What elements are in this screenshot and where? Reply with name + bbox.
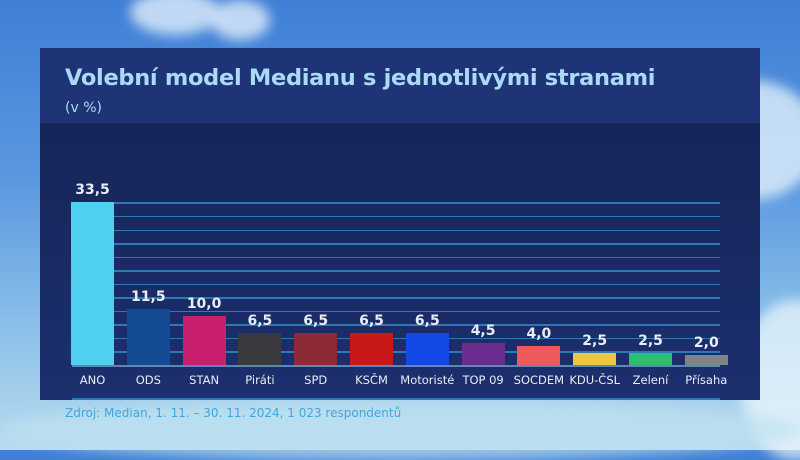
- bar-motorist-: [405, 333, 449, 365]
- source-divider: [72, 398, 720, 400]
- gridline: [72, 256, 720, 259]
- category-label: Přísaha: [685, 373, 728, 387]
- bar-value-label: 6,5: [414, 313, 440, 330]
- category-label: KSČM: [355, 373, 388, 387]
- bar-ano: [71, 202, 114, 365]
- bar-value-label: 6,5: [359, 313, 384, 330]
- bar-ks-m: [350, 333, 393, 365]
- gridline: [72, 283, 720, 286]
- bar-value-label: 4,5: [470, 323, 496, 340]
- category-label: Motoristé: [400, 373, 455, 387]
- gridline: [72, 337, 720, 340]
- category-label: Zelení: [632, 373, 669, 387]
- bar-value-label: 4,0: [526, 325, 552, 342]
- source-note: Zdroj: Median, 1. 11. – 30. 11. 2024, 1 …: [65, 406, 402, 420]
- bar-value-label: 11,5: [131, 289, 166, 306]
- bar-spd: [294, 333, 338, 365]
- gridline: [72, 229, 720, 231]
- gridline: [72, 297, 720, 299]
- bar-value-label: 33,5: [75, 182, 110, 198]
- plot-area: Zdroj: Median, 1. 11. – 30. 11. 2024, 1 …: [40, 123, 760, 420]
- gridline: [72, 270, 720, 272]
- category-label: Piráti: [245, 373, 275, 387]
- bar-value-label: 6,5: [247, 313, 273, 330]
- bar-pir-ti: [238, 333, 282, 365]
- gridline: [72, 310, 720, 313]
- chart-panel: Volební model Medianu s jednotlivými str…: [40, 48, 760, 420]
- category-label: ODS: [135, 373, 161, 387]
- chart-title: Volební model Medianu s jednotlivými str…: [65, 65, 656, 91]
- gridline: [72, 324, 720, 326]
- bar-zelen-: [629, 352, 672, 365]
- bar-ods: [126, 309, 170, 365]
- bar-value-label: 6,5: [303, 313, 329, 330]
- bar-value-label: 2,0: [693, 335, 719, 352]
- gridline: [72, 243, 720, 245]
- bar-kdu-sl: [573, 352, 617, 365]
- gridline: [72, 202, 720, 204]
- bar-value-label: 2,5: [638, 332, 663, 349]
- bar-top-09: [461, 343, 505, 365]
- category-label: STAN: [189, 373, 220, 387]
- category-label: ANO: [79, 373, 106, 387]
- bar-stan: [182, 316, 226, 365]
- category-label: KDU-ČSL: [569, 373, 621, 387]
- bar-value-label: 2,5: [582, 332, 608, 349]
- background-cloud: [130, 0, 220, 35]
- chart-header: Volební model Medianu s jednotlivými str…: [40, 48, 760, 123]
- category-label: TOP 09: [462, 373, 504, 387]
- category-label: SPD: [304, 373, 328, 387]
- chart-subtitle: (v %): [65, 100, 102, 116]
- bar-socdem: [517, 345, 561, 365]
- x-axis-baseline: [72, 365, 720, 367]
- gridline: [72, 215, 720, 218]
- category-label: SOCDEM: [513, 373, 565, 387]
- background-cloud: [210, 0, 270, 40]
- bar-p-saha: [684, 355, 728, 365]
- gridline: [72, 351, 720, 353]
- bar-value-label: 10,0: [186, 296, 222, 313]
